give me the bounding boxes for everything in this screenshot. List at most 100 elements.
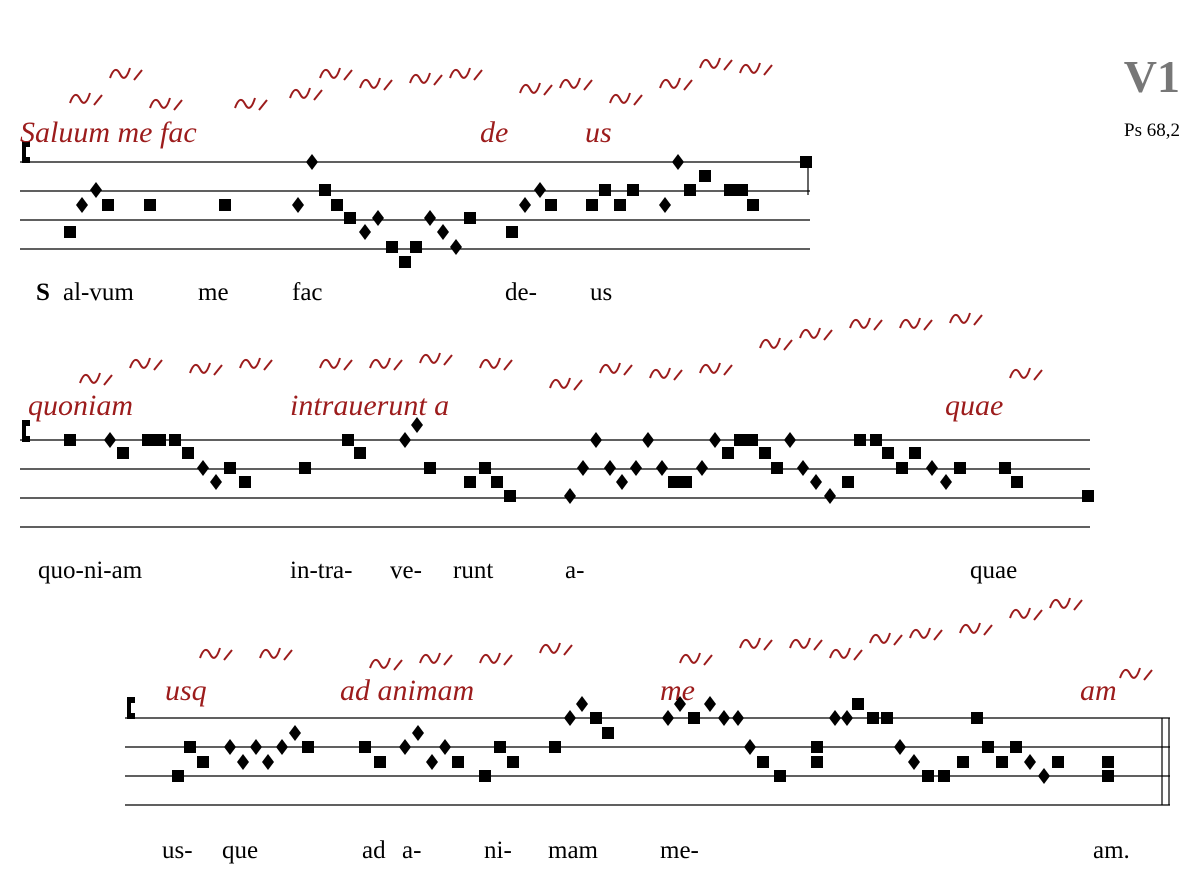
neume-diamond (744, 739, 756, 755)
mode: V1 (1124, 51, 1180, 102)
neume-scribble (409, 72, 443, 86)
lyric: me- (660, 837, 699, 864)
neume-square (867, 712, 879, 724)
lyric: us- (162, 837, 193, 864)
neume-diamond (224, 739, 236, 755)
neume-square (922, 770, 934, 782)
neume-square (722, 447, 734, 459)
neume-scribble (739, 62, 773, 76)
neume-square (239, 476, 251, 488)
neume-diamond (656, 460, 668, 476)
neume-diamond (709, 432, 721, 448)
neume-diamond (306, 154, 318, 170)
neume-square (759, 447, 771, 459)
neume-scribble (149, 97, 183, 111)
neume-square (957, 756, 969, 768)
neume-diamond (289, 725, 301, 741)
neume-diamond (894, 739, 906, 755)
neume-square (971, 712, 983, 724)
neume-square (938, 770, 950, 782)
neume-scribble (319, 357, 353, 371)
neume-square (590, 712, 602, 724)
neume-scribble (949, 312, 983, 326)
neume-square (410, 241, 422, 253)
neume-square (854, 434, 866, 446)
neume-square (464, 212, 476, 224)
neume-scribble (359, 77, 393, 91)
neume-diamond (76, 197, 88, 213)
lyric: mam (548, 837, 599, 864)
lyric: us (590, 279, 612, 306)
neume-diamond (250, 739, 262, 755)
neume-diamond (704, 696, 716, 712)
lyric: ve- (390, 557, 422, 584)
neume-diamond (908, 754, 920, 770)
neume-square (599, 184, 611, 196)
neume-scribble (959, 622, 993, 636)
neume-square (680, 476, 692, 488)
neume-square (102, 199, 114, 211)
neume-diamond (1024, 754, 1036, 770)
neume-diamond (437, 224, 449, 240)
neume-square (800, 156, 812, 168)
neume-scribble (1049, 597, 1083, 611)
neume-scribble (479, 652, 513, 666)
neume-square (506, 226, 518, 238)
neume-diamond (399, 432, 411, 448)
neume-diamond (576, 696, 588, 712)
neume-square (504, 490, 516, 502)
neume-square (507, 756, 519, 768)
neume-square (811, 741, 823, 753)
neume-diamond (197, 460, 209, 476)
neume-diamond (672, 154, 684, 170)
neume-scribble (369, 357, 403, 371)
neume-scribble (599, 362, 633, 376)
neume-square (614, 199, 626, 211)
lyric: in-tra- (290, 557, 352, 584)
lyric: que (222, 837, 258, 864)
neume-square (197, 756, 209, 768)
neume-scribble (199, 647, 233, 661)
neume-diamond (926, 460, 938, 476)
neume-square (909, 447, 921, 459)
lyric: quae (970, 557, 1017, 584)
neume-square (549, 741, 561, 753)
neume-diamond (412, 725, 424, 741)
neume-square (491, 476, 503, 488)
neume-diamond (824, 488, 836, 504)
neume-diamond (564, 710, 576, 726)
neume-diamond (642, 432, 654, 448)
lyric: ad (362, 837, 386, 864)
neume-diamond (534, 182, 546, 198)
neume-square (142, 434, 154, 446)
lyric: me (198, 279, 229, 306)
neume-square (747, 199, 759, 211)
neume-scribble (799, 327, 833, 341)
neume-diamond (292, 197, 304, 213)
neume-square (172, 770, 184, 782)
neume-square (954, 462, 966, 474)
neume-square (870, 434, 882, 446)
neume-scribble (1119, 667, 1153, 681)
neume-diamond (630, 460, 642, 476)
manuscript-text: quoniam (28, 389, 133, 422)
neume-diamond (439, 739, 451, 755)
neume-square (1010, 741, 1022, 753)
neume-square (182, 447, 194, 459)
staff (20, 161, 1170, 806)
neume-square (627, 184, 639, 196)
manuscript-text: de (480, 116, 508, 149)
neume-square (452, 756, 464, 768)
neume-square (852, 698, 864, 710)
neume-diamond (104, 432, 116, 448)
neume-square (999, 462, 1011, 474)
neume-diamond (90, 182, 102, 198)
neume-square (359, 741, 371, 753)
neume-scribble (759, 337, 793, 351)
neume-scribble (1009, 367, 1043, 381)
neume-square (1052, 756, 1064, 768)
neume-scribble (369, 657, 403, 671)
neume-diamond (662, 710, 674, 726)
neume-scribble (679, 652, 713, 666)
neume-diamond (372, 210, 384, 226)
